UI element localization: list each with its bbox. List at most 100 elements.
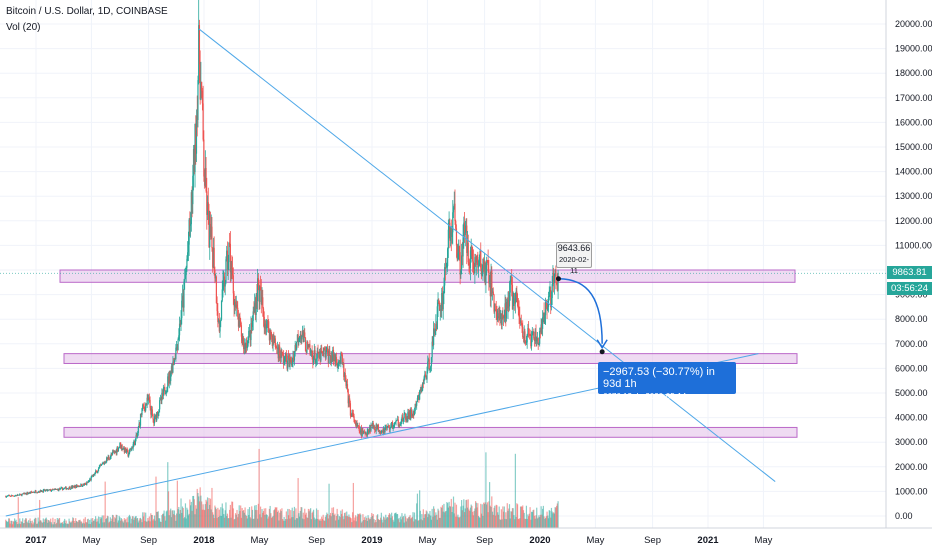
candle-body xyxy=(304,337,307,352)
volume-bar xyxy=(162,513,164,528)
volume-bar xyxy=(67,524,69,528)
candle-body xyxy=(160,398,162,401)
candle-body xyxy=(139,423,141,426)
candle-body xyxy=(521,324,523,328)
volume-bar xyxy=(43,522,45,528)
candle-body xyxy=(338,361,340,363)
candle-body xyxy=(398,425,400,427)
volume-bar xyxy=(55,524,57,528)
volume-bar xyxy=(86,522,88,528)
volume-bar xyxy=(56,517,58,528)
volume-bar xyxy=(326,512,328,528)
candle-body xyxy=(264,323,266,329)
candle-body xyxy=(383,428,385,433)
volume-bar xyxy=(310,508,312,528)
volume-bar xyxy=(153,515,156,528)
candle-body xyxy=(170,366,173,374)
candle-body xyxy=(469,265,471,269)
volume-bar xyxy=(193,499,195,528)
candle-body xyxy=(227,262,229,270)
candle-body xyxy=(282,352,284,355)
candle-body xyxy=(27,493,30,495)
volume-bar xyxy=(337,514,339,528)
volume-bar xyxy=(105,519,107,528)
candle-body xyxy=(511,284,514,310)
volume-bar xyxy=(176,480,178,528)
candle-body xyxy=(429,368,431,370)
volume-bar xyxy=(377,519,379,528)
candle-body xyxy=(466,242,469,254)
volume-bar xyxy=(78,520,81,528)
volume-bar xyxy=(223,517,226,528)
volume-bar xyxy=(18,523,20,528)
candle-body xyxy=(205,167,207,192)
volume-bar xyxy=(299,510,301,528)
volume-bar xyxy=(269,505,271,528)
candle-body xyxy=(314,350,316,363)
candle-body xyxy=(388,426,390,428)
volume-bar xyxy=(195,508,198,528)
volume-bar xyxy=(523,512,525,528)
volume-bar xyxy=(514,519,516,528)
volume-bar xyxy=(416,493,419,528)
volume-bar xyxy=(94,519,96,528)
volume-bar xyxy=(93,520,95,528)
time-axis[interactable]: 2017 May Sep 2018 May Sep 2019 May Sep 2020 May Sep… xyxy=(25,535,772,546)
candle-body xyxy=(41,491,44,493)
volume-bar xyxy=(26,521,28,528)
volume-bar xyxy=(453,513,455,528)
volume-bar xyxy=(379,519,381,528)
candle-body xyxy=(472,261,474,271)
volume-bar xyxy=(92,518,94,528)
candle-body xyxy=(159,400,161,410)
volume-bar xyxy=(242,510,244,528)
candle-body xyxy=(174,358,176,360)
candle-body xyxy=(5,496,7,498)
volume-bar xyxy=(135,515,137,528)
candle-body xyxy=(81,486,83,487)
candle-body xyxy=(441,293,443,311)
volume-bar xyxy=(508,508,510,528)
candle-body xyxy=(538,343,540,345)
volume-bar xyxy=(526,518,528,528)
volume-bar xyxy=(141,522,143,528)
candle-body xyxy=(457,253,459,260)
volume-bar xyxy=(87,518,89,528)
volume-bar xyxy=(27,520,30,528)
candle-body xyxy=(556,282,558,284)
candle-body xyxy=(459,252,461,275)
projection-arrow[interactable] xyxy=(555,276,608,355)
candle-body xyxy=(475,256,477,263)
volume-indicator-label[interactable]: Vol (20) xyxy=(6,22,41,33)
volume-bar xyxy=(422,509,424,528)
candle-body xyxy=(307,344,310,348)
price-candles xyxy=(5,0,559,498)
volume-bar xyxy=(470,504,472,528)
candle-body xyxy=(99,465,101,468)
volume-bar xyxy=(156,511,158,528)
volume-bar xyxy=(257,503,259,528)
volume-bar xyxy=(476,507,478,528)
candle-body xyxy=(39,491,41,493)
volume-bar xyxy=(131,518,133,528)
volume-bar xyxy=(95,521,97,528)
candle-body xyxy=(190,192,192,225)
volume-bar xyxy=(473,510,475,528)
candle-body xyxy=(231,267,233,269)
volume-bar xyxy=(539,514,542,528)
volume-bar xyxy=(290,510,292,528)
candle-body xyxy=(131,447,133,451)
candle-body xyxy=(270,329,272,336)
candle-body xyxy=(535,331,537,342)
candle-body xyxy=(57,489,59,491)
volume-bar xyxy=(235,514,237,528)
candle-body xyxy=(512,298,514,310)
measure-label[interactable]: −2967.53 (−30.77%) in 93d 1h 6676.13 ✲ 2… xyxy=(598,362,736,401)
candle-body xyxy=(321,351,323,352)
candle-body xyxy=(478,257,480,266)
candle-body xyxy=(479,250,481,258)
volume-bar xyxy=(418,520,420,528)
candle-body xyxy=(7,495,9,497)
candle-body xyxy=(491,270,493,293)
